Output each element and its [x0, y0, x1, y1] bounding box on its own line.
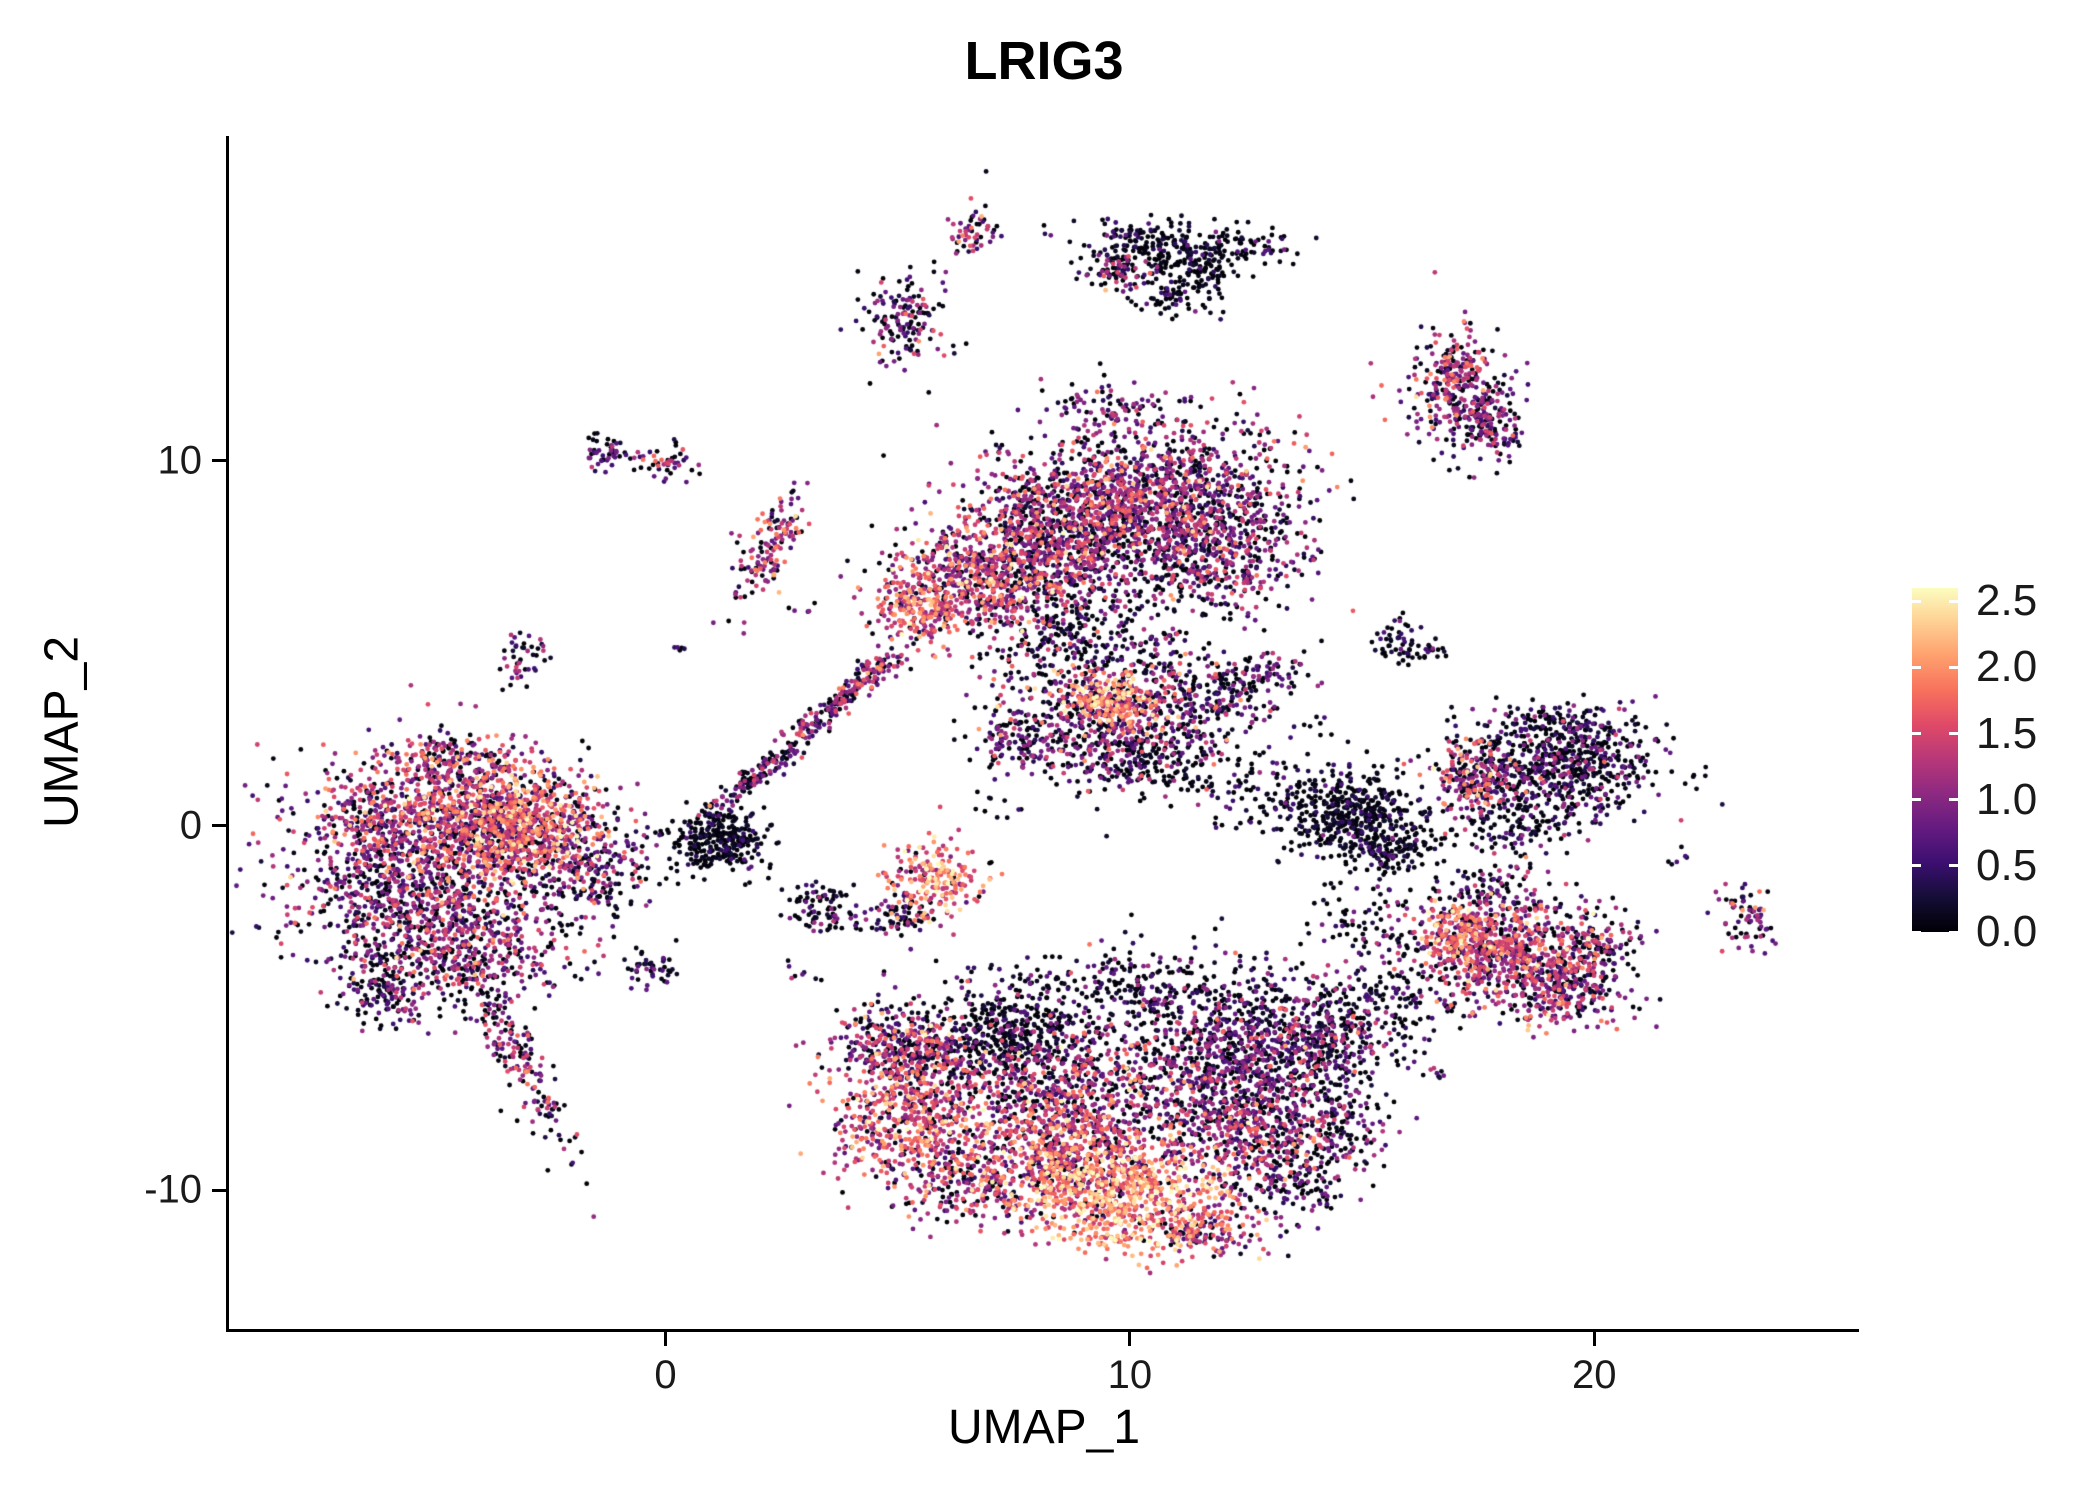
colorbar-tick-mark [1949, 930, 1958, 934]
colorbar-tick-label: 2.0 [1976, 642, 2038, 692]
colorbar-tick-mark [1912, 665, 1921, 669]
x-axis-line [226, 1329, 1859, 1332]
x-tick-mark [664, 1332, 668, 1346]
colorbar-tick-label: 1.5 [1976, 708, 2038, 758]
y-axis-line [226, 136, 229, 1332]
colorbar-tick-label: 2.5 [1976, 576, 2038, 626]
y-tick-mark [212, 1188, 226, 1192]
y-axis-label: UMAP_2 [35, 635, 89, 829]
colorbar-tick-mark [1912, 864, 1921, 868]
colorbar-tick-mark [1949, 665, 1958, 669]
colorbar-tick-mark [1912, 599, 1921, 603]
y-tick-label: 0 [179, 803, 202, 848]
colorbar-tick-label: 0.5 [1976, 840, 2038, 890]
y-tick-mark [212, 824, 226, 828]
x-tick-mark [1592, 1332, 1596, 1346]
colorbar-tick-label: 0.0 [1976, 907, 2038, 956]
colorbar-tick-mark [1949, 599, 1958, 603]
colorbar-gradient [1912, 588, 1958, 932]
x-axis-label: UMAP_1 [947, 1401, 1141, 1454]
colorbar-tick-mark [1912, 930, 1921, 934]
y-tick-mark [212, 459, 226, 463]
colorbar-tick-mark [1912, 732, 1921, 736]
colorbar-tick-mark [1949, 798, 1958, 802]
y-tick-label: 10 [157, 438, 203, 483]
chart-title: LRIG3 [964, 31, 1124, 91]
x-tick-label: 20 [1572, 1353, 1617, 1397]
x-tick-mark [1128, 1332, 1132, 1346]
y-tick-label: -10 [144, 1167, 202, 1212]
x-tick-label: 10 [1107, 1353, 1153, 1397]
x-tick-label: 0 [654, 1353, 677, 1397]
colorbar-tick-label: 1.0 [1976, 774, 2038, 824]
colorbar-tick-mark [1949, 864, 1958, 868]
colorbar-tick-mark [1949, 732, 1958, 736]
colorbar-tick-mark [1912, 798, 1921, 802]
umap-scatter-canvas [229, 136, 1859, 1329]
